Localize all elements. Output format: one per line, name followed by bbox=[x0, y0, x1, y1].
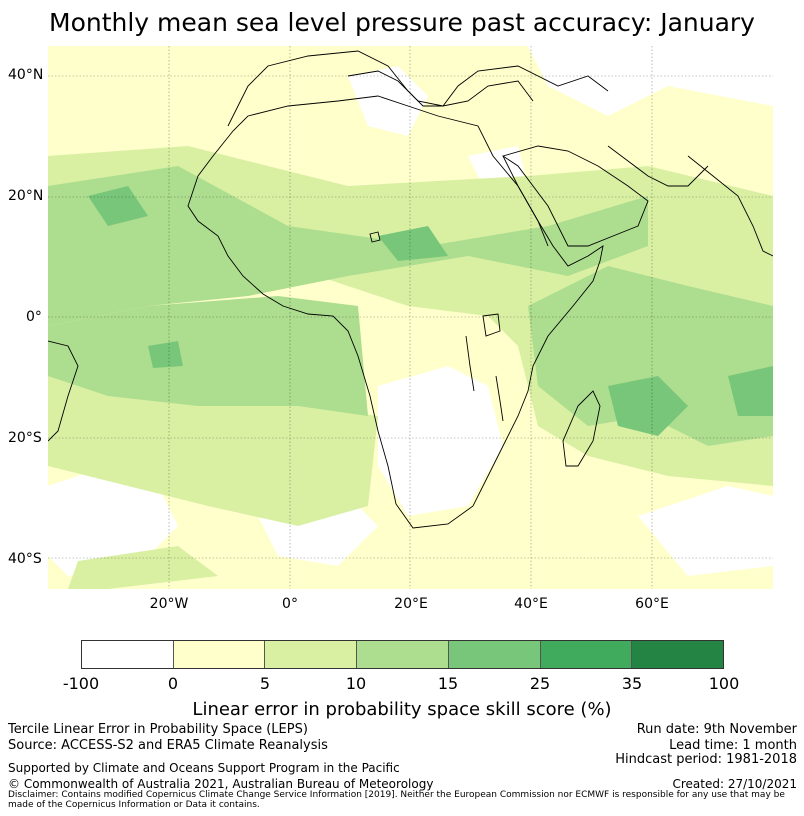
method-text: Tercile Linear Error in Probability Spac… bbox=[8, 722, 308, 737]
skill-region-low bbox=[378, 366, 503, 516]
disclaimer-text: Disclaimer: Contains modified Copernicus… bbox=[8, 790, 785, 810]
skill-region-10-15 bbox=[528, 266, 773, 446]
graticule bbox=[48, 46, 773, 589]
source-text: Source: ACCESS-S2 and ERA5 Climate Reana… bbox=[8, 738, 328, 753]
lon-label-40e: 40°E bbox=[514, 596, 548, 612]
lat-label-20s: 20°S bbox=[8, 430, 42, 446]
support-text: Supported by Climate and Oceans Support … bbox=[8, 761, 400, 775]
coastlines bbox=[48, 50, 773, 529]
skill-region-15-25 bbox=[608, 376, 688, 436]
mediterranean-coastline bbox=[347, 70, 534, 107]
colorbar-tick: 15 bbox=[437, 674, 459, 693]
lat-label-40s: 40°S bbox=[8, 551, 42, 567]
india-coastline bbox=[687, 155, 773, 257]
africa-coastline bbox=[187, 95, 604, 529]
colorbar-tick: 10 bbox=[345, 674, 367, 693]
colorbar-segment bbox=[540, 641, 633, 668]
colorbar-segment bbox=[82, 641, 174, 668]
colorbar-tick: 100 bbox=[708, 674, 740, 693]
lon-label-60e: 60°E bbox=[635, 596, 669, 612]
page-title: Monthly mean sea level pressure past acc… bbox=[49, 8, 755, 37]
skill-region-10-15 bbox=[48, 296, 368, 416]
skill-region-15-25 bbox=[378, 226, 448, 261]
red-sea-coastline bbox=[502, 155, 549, 247]
lon-label-0: 0° bbox=[282, 596, 298, 612]
colorbar-segment bbox=[173, 641, 266, 668]
lake-tanganyika-coastline bbox=[465, 335, 475, 392]
colorbar bbox=[81, 640, 724, 669]
lat-label-40n: 40°N bbox=[8, 67, 44, 83]
skill-region-5-10 bbox=[48, 376, 378, 526]
skill-region-5-10 bbox=[68, 546, 218, 589]
lake-victoria-coastline bbox=[482, 313, 501, 337]
colorbar-tick: -100 bbox=[62, 674, 100, 693]
lake-chad-coastline bbox=[369, 231, 381, 243]
skill-region-15-25 bbox=[148, 341, 183, 368]
colorbar-tick: 0 bbox=[167, 674, 179, 693]
lon-label-20e: 20°E bbox=[394, 596, 428, 612]
run-date-text: Run date: 9th November bbox=[636, 722, 797, 737]
skill-region-low bbox=[638, 486, 773, 576]
colorbar-segment bbox=[632, 641, 724, 668]
hindcast-text: Hindcast period: 1981-2018 bbox=[615, 752, 797, 767]
colorbar-tick: 35 bbox=[621, 674, 643, 693]
skill-region-10-15 bbox=[48, 166, 648, 326]
lat-label-20n: 20°N bbox=[8, 188, 44, 204]
skill-region-low bbox=[348, 66, 428, 136]
lat-label-0: 0° bbox=[26, 309, 42, 325]
skill-region-15-25 bbox=[88, 186, 148, 226]
lake-malawi-coastline bbox=[495, 375, 504, 422]
colorbar-tick: 5 bbox=[259, 674, 271, 693]
madagascar-coastline bbox=[562, 390, 601, 467]
created-text: Created: 27/10/2021 bbox=[672, 777, 797, 791]
arabia-coastline bbox=[501, 145, 649, 247]
persian-gulf-coastline bbox=[607, 145, 709, 187]
skill-region-low bbox=[528, 46, 773, 116]
skill-region-low bbox=[48, 466, 178, 576]
colorbar-tick: 25 bbox=[529, 674, 551, 693]
map-canvas bbox=[48, 46, 773, 589]
colorbar-segment bbox=[357, 641, 449, 668]
south-america-coastline bbox=[48, 340, 79, 442]
colorbar-label: Linear error in probability space skill … bbox=[192, 699, 612, 720]
skill-region-15-25 bbox=[728, 366, 773, 416]
copyright-text: © Commonwealth of Australia 2021, Austra… bbox=[8, 777, 434, 791]
colorbar-segment bbox=[448, 641, 541, 668]
colorbar-segment bbox=[265, 641, 358, 668]
skill-map[interactable] bbox=[48, 46, 773, 589]
lead-time-text: Lead time: 1 month bbox=[669, 738, 797, 753]
lon-label-20w: 20°W bbox=[149, 596, 189, 612]
